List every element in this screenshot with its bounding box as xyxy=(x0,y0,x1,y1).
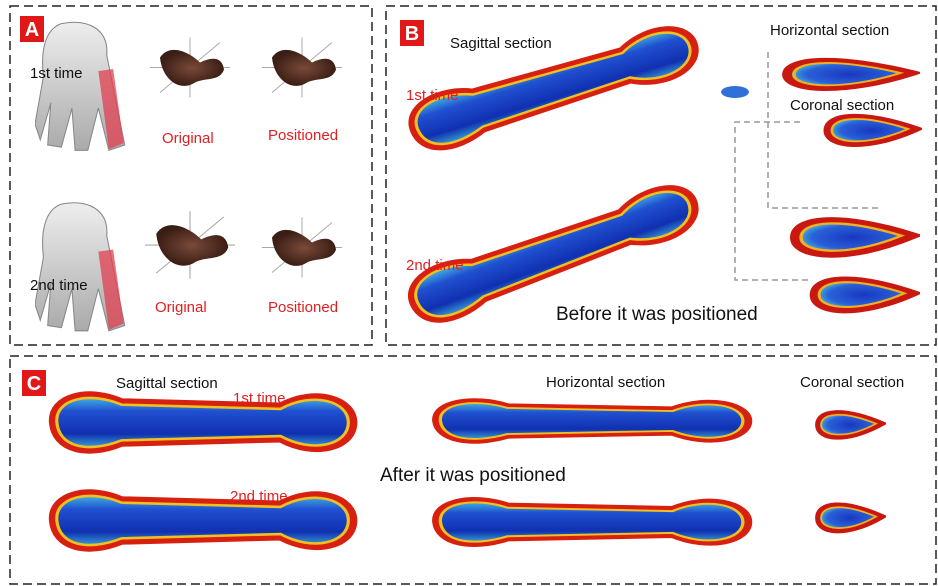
foot-model xyxy=(35,22,125,150)
section-title: Coronal section xyxy=(800,374,904,391)
coronal-slice xyxy=(814,279,915,310)
sagittal-slice xyxy=(53,394,354,450)
section-title: Sagittal section xyxy=(116,375,218,392)
coronal-slice xyxy=(818,413,883,438)
bone-model xyxy=(145,211,235,279)
time-label: 2nd time xyxy=(230,488,288,505)
panel-label: B xyxy=(405,23,419,45)
caption: After it was positioned xyxy=(380,465,566,486)
caption: Positioned xyxy=(268,127,338,144)
section-title: Horizontal section xyxy=(770,22,889,39)
coronal-slice xyxy=(818,505,883,531)
coronal-slice xyxy=(827,116,917,144)
connector xyxy=(735,122,810,280)
sagittal-slice xyxy=(53,492,354,548)
time-label: 1st time xyxy=(233,390,286,407)
time-label: 1st time xyxy=(406,87,459,104)
section-title: Horizontal section xyxy=(546,374,665,391)
time-label: 2nd time xyxy=(30,277,88,294)
horizontal-slice xyxy=(795,220,914,254)
bone-model xyxy=(262,38,342,98)
caption: Original xyxy=(162,130,214,147)
caption: Original xyxy=(155,299,207,316)
time-label: 2nd time xyxy=(406,257,464,274)
caption: Before it was positioned xyxy=(556,304,758,325)
figure: A 1st time Original Positioned 2nd time … xyxy=(0,0,938,586)
panel-label: A xyxy=(25,19,39,41)
panel-label: C xyxy=(27,373,41,395)
time-label: 1st time xyxy=(30,65,83,82)
fragment xyxy=(721,86,749,98)
horizontal-slice xyxy=(436,499,748,544)
bone-model xyxy=(262,218,342,278)
section-title: Sagittal section xyxy=(450,35,552,52)
horizontal-slice xyxy=(787,60,913,88)
horizontal-slice xyxy=(436,400,748,441)
section-title: Coronal section xyxy=(790,97,894,114)
caption: Positioned xyxy=(268,299,338,316)
bone-model xyxy=(150,38,230,98)
foot-model xyxy=(35,203,125,331)
